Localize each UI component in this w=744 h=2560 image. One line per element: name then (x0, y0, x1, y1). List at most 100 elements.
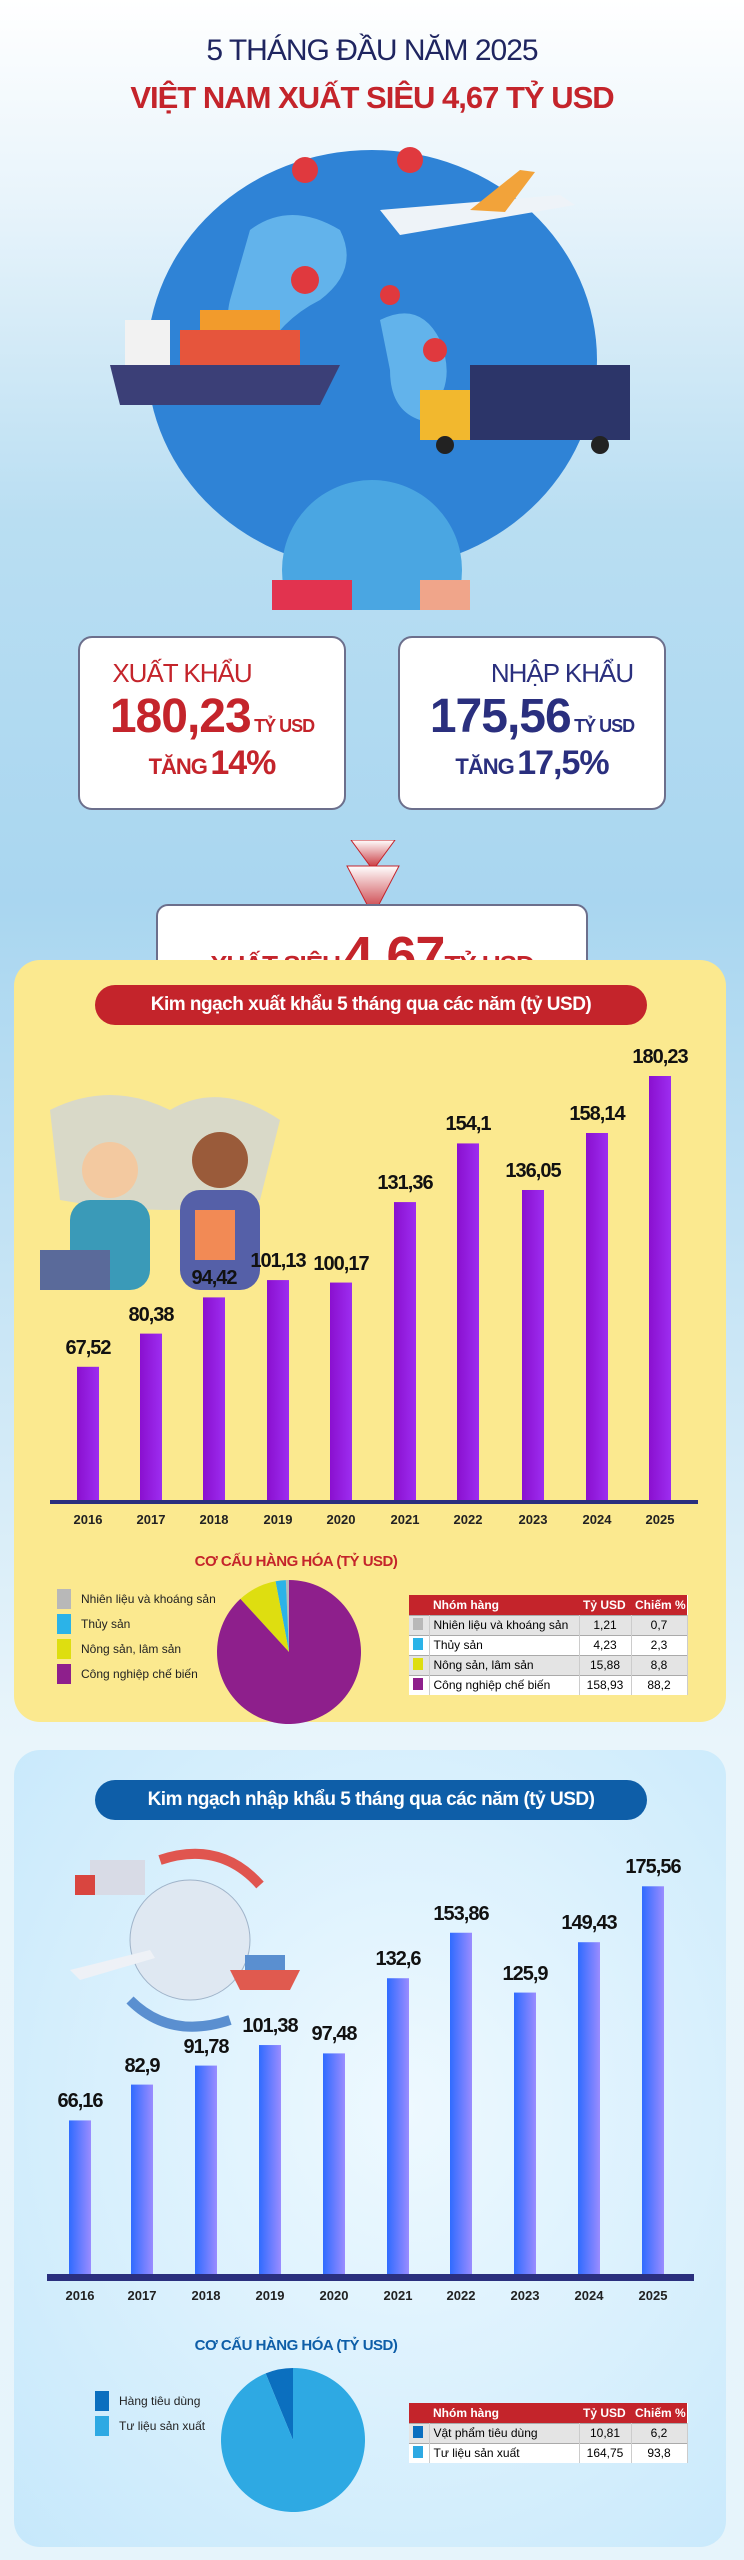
data-label: 149,43 (561, 1912, 617, 1935)
bar-2025 (642, 1886, 664, 2276)
import-chart-title: Kim ngạch nhập khẩu 5 tháng qua các năm … (95, 1780, 647, 1820)
bar-2016 (77, 1366, 99, 1500)
pie-slice-0 (285, 1580, 289, 1652)
trade-globe-icon (282, 480, 462, 610)
import-structure-table: Nhóm hàng Tỷ USD Chiếm % Vật phẩm tiêu dùn… (409, 2403, 688, 2463)
legend-item: Nhiên liệu và khoáng sản (57, 1586, 216, 1611)
x-tick-label: 2019 (255, 2288, 285, 2303)
data-label: 101,38 (242, 2015, 298, 2038)
export-pie-title: CƠ CẤU HÀNG HÓA (TỶ USD) (194, 1553, 398, 1570)
data-label: 158,14 (569, 1102, 625, 1125)
import-summary-card: NHẬP KHẨU 175,56 TỶ USD TĂNG 17,5% (398, 636, 666, 810)
bar-2016 (69, 2120, 91, 2276)
x-tick-label: 2022 (453, 1512, 483, 1527)
x-axis-line (47, 2274, 694, 2281)
data-label: 153,86 (433, 1902, 489, 1925)
data-label: 66,16 (57, 2090, 103, 2113)
bar-2024 (578, 1942, 600, 2276)
bar-2017 (131, 2084, 153, 2276)
pie-slice-2 (240, 1581, 289, 1652)
x-axis-line (50, 1500, 698, 1504)
data-label: 154,1 (445, 1113, 491, 1136)
bar-2025 (649, 1076, 671, 1500)
bar-2023 (514, 1992, 536, 2276)
bar-2019 (267, 1280, 289, 1500)
page-title: VIỆT NAM XUẤT SIÊU 4,67 TỶ USD (130, 80, 614, 115)
import-value: 175,56 TỶ USD (429, 690, 635, 743)
x-tick-label: 2017 (136, 1512, 166, 1527)
data-label: 132,6 (375, 1948, 421, 1971)
bar-2021 (387, 1978, 409, 2276)
bar-2020 (323, 2053, 345, 2276)
x-tick-label: 2024 (582, 1512, 612, 1527)
x-tick-label: 2021 (390, 1512, 420, 1527)
x-tick-label: 2019 (263, 1512, 293, 1527)
x-tick-label: 2022 (446, 2288, 476, 2303)
x-tick-label: 2016 (73, 1512, 103, 1527)
bar-2024 (586, 1132, 608, 1500)
cargo-ship-icon (110, 310, 340, 405)
table-row: Vật phẩm tiêu dùng 10,81 6,2 (409, 2422, 688, 2443)
page-subtitle: 5 THÁNG ĐẦU NĂM 2025 (206, 34, 538, 67)
data-label: 136,05 (505, 1159, 561, 1182)
table-row: Tư liệu sản xuất 164,75 93,8 (409, 2442, 688, 2463)
x-tick-label: 2025 (645, 1512, 675, 1527)
legend-item: Thủy sản (57, 1611, 216, 1636)
bar-2017 (140, 1333, 162, 1500)
legend-item: Công nghiệp chế biến (57, 1661, 216, 1686)
data-label: 97,48 (311, 2023, 357, 2046)
export-structure-table: Nhóm hàng Tỷ USD Chiếm % Nhiên liệu và kho… (409, 1595, 688, 1695)
airplane-icon (380, 170, 575, 235)
export-pie-chart (217, 1580, 362, 1724)
data-label: 125,9 (502, 1962, 548, 1985)
bar-2023 (522, 1189, 544, 1500)
x-tick-label: 2018 (199, 1512, 229, 1527)
data-label: 101,13 (250, 1250, 306, 1273)
pie-slice-1 (275, 1580, 289, 1652)
pie-slice-3 (217, 1580, 362, 1724)
data-label: 131,36 (377, 1172, 433, 1195)
import-growth: TĂNG 17,5% (455, 744, 609, 782)
bar-2022 (450, 1932, 472, 2276)
export-summary-card: XUẤT KHẨU 180,23 TỶ USD TĂNG 14% (78, 636, 346, 810)
data-label: 180,23 (632, 1046, 688, 1068)
pie-slice-0 (265, 2368, 293, 2440)
data-label: 94,42 (191, 1267, 237, 1290)
boxes-icon (420, 580, 470, 610)
data-label: 67,52 (65, 1336, 111, 1359)
logistics-illustration (70, 1848, 300, 2032)
table-row: Nhiên liệu và khoáng sản 1,21 0,7 (409, 1614, 688, 1635)
x-tick-label: 2018 (191, 2288, 221, 2303)
table-row: Thủy sản 4,23 2,3 (409, 1634, 688, 1655)
x-tick-label: 2017 (127, 2288, 157, 2303)
export-label: XUẤT KHẨU (112, 658, 252, 688)
export-pie-legend: Nhiên liệu và khoáng sản Thủy sản Nông s… (57, 1586, 216, 1686)
x-tick-label: 2024 (574, 2288, 604, 2303)
bar-2018 (195, 2065, 217, 2276)
data-label: 175,56 (625, 1856, 681, 1879)
data-label: 100,17 (313, 1252, 369, 1275)
table-row: Công nghiệp chế biến 158,93 88,2 (409, 1674, 688, 1695)
x-tick-label: 2023 (518, 1512, 548, 1527)
import-pie-title: CƠ CẤU HÀNG HÓA (TỶ USD) (194, 2337, 398, 2354)
x-tick-label: 2016 (65, 2288, 95, 2303)
bar-2021 (394, 1202, 416, 1500)
export-value: 180,23 TỶ USD (109, 690, 315, 743)
x-tick-label: 2020 (319, 2288, 349, 2303)
legend-item: Nông sản, lâm sản (57, 1636, 216, 1661)
export-bar-chart (50, 1076, 698, 1504)
bar-2018 (203, 1297, 225, 1500)
container-icon (272, 580, 352, 610)
traders-illustration (40, 1095, 280, 1290)
x-tick-label: 2023 (510, 2288, 540, 2303)
data-label: 91,78 (183, 2035, 229, 2058)
import-pie-legend: Hàng tiêu dùng Tư liệu sản xuất (95, 2388, 205, 2438)
table-row: Nông sản, lâm sản 15,88 8,8 (409, 1654, 688, 1675)
x-tick-label: 2020 (326, 1512, 356, 1527)
bar-2019 (259, 2045, 281, 2276)
data-label: 80,38 (128, 1303, 174, 1326)
bar-2022 (457, 1143, 479, 1500)
data-label: 82,9 (124, 2054, 161, 2077)
export-growth: TĂNG 14% (148, 744, 277, 782)
